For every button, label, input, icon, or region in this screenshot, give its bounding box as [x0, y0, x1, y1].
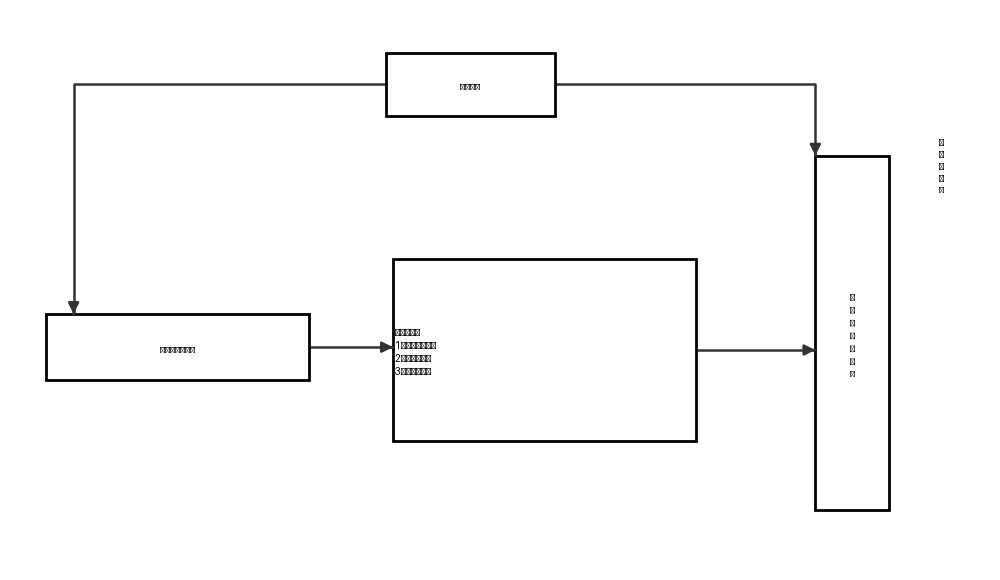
Bar	[815, 155, 889, 510]
Bar	[46, 314, 309, 380]
Bar	[393, 259, 696, 441]
Bar	[386, 53, 555, 115]
